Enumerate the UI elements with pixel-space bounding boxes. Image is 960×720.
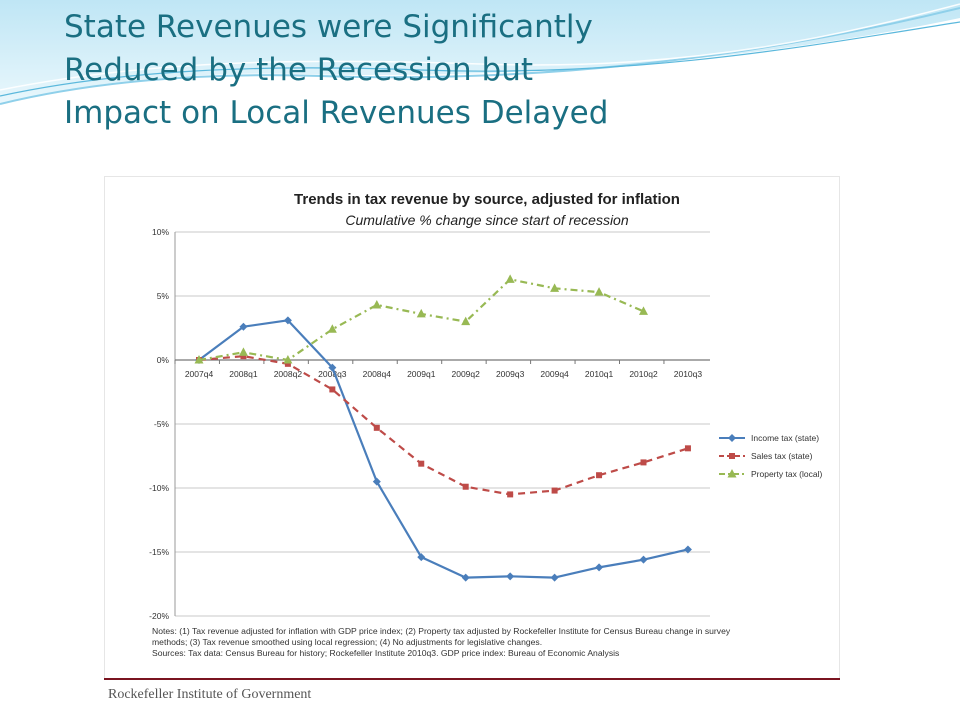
title-line-2: Reduced by the Recession but xyxy=(64,52,533,88)
sales-tax-point xyxy=(684,445,691,452)
sales-tax-point xyxy=(329,386,336,393)
property-tax-point xyxy=(327,324,337,333)
sales-tax-point xyxy=(284,360,291,367)
x-tick-label: 2010q1 xyxy=(585,369,614,379)
property-tax-point xyxy=(283,355,293,364)
legend-label: Sales tax (state) xyxy=(751,451,813,461)
property-tax-point xyxy=(505,274,515,283)
slide-header-swoosh xyxy=(0,0,960,105)
chart-note-line-1: Notes: (1) Tax revenue adjusted for infl… xyxy=(152,626,731,636)
y-tick-label: -10% xyxy=(149,483,169,493)
chart-note-line-2: methods; (3) Tax revenue smoothed using … xyxy=(152,637,543,647)
chart-title: Trends in tax revenue by source, adjuste… xyxy=(294,191,680,208)
x-tick-label: 2009q2 xyxy=(452,369,481,379)
income-tax-line xyxy=(198,319,689,579)
income-tax-point xyxy=(283,316,292,325)
x-tick-label: 2008q3 xyxy=(318,369,347,379)
y-tick-label: 10% xyxy=(152,227,169,237)
series-layer xyxy=(194,274,692,582)
chart-subtitle: Cumulative % change since start of reces… xyxy=(345,212,628,228)
chart-notes: Notes: (1) Tax revenue adjusted for infl… xyxy=(152,626,792,659)
sales-tax-line xyxy=(198,355,689,496)
income-tax-point xyxy=(328,363,337,372)
y-tick-label: -5% xyxy=(154,419,170,429)
x-tick-label: 2008q4 xyxy=(363,369,392,379)
x-tick-label: 2009q4 xyxy=(540,369,569,379)
sales-tax-point xyxy=(462,483,469,490)
chart-note-line-3: Sources: Tax data: Census Bureau for his… xyxy=(152,648,620,658)
x-tick-label: 2009q3 xyxy=(496,369,525,379)
sales-tax-point xyxy=(373,424,380,431)
y-tick-label: -15% xyxy=(149,547,169,557)
tax-revenue-chart: Trends in tax revenue by source, adjuste… xyxy=(149,191,822,621)
property-tax-line xyxy=(198,278,644,362)
income-tax-point xyxy=(595,563,604,572)
property-tax-point xyxy=(416,308,426,318)
income-tax-point xyxy=(417,553,426,562)
income-tax-point xyxy=(683,545,692,554)
property-tax-point xyxy=(461,316,471,326)
income-tax-point xyxy=(461,573,470,582)
y-tick-label: 5% xyxy=(157,291,170,301)
sales-tax-point xyxy=(507,491,514,498)
property-tax-point xyxy=(550,283,560,292)
property-tax-point xyxy=(727,469,737,478)
legend-label: Property tax (local) xyxy=(751,469,822,479)
x-tick-label: 2007q4 xyxy=(185,369,214,379)
slide-title: State Revenues were Significantly Reduce… xyxy=(64,6,784,135)
legend: Income tax (state) Sales tax (state) Prope… xyxy=(719,433,822,479)
x-tick-label: 2008q2 xyxy=(274,369,303,379)
sales-tax-point xyxy=(240,353,247,360)
axes: 10% 5% 0% -5% -10% -15% -20% 2007q4 2008q1 2008q2… xyxy=(149,227,710,621)
y-tick-label: 0% xyxy=(157,355,170,365)
sales-tax-point xyxy=(418,460,425,467)
income-tax-point xyxy=(372,477,381,486)
x-tick-label: 2010q3 xyxy=(674,369,703,379)
income-tax-point xyxy=(550,573,559,582)
sales-tax-point xyxy=(596,472,603,479)
income-tax-point xyxy=(506,572,515,581)
income-tax-point xyxy=(728,434,736,442)
property-tax-point xyxy=(238,347,248,356)
income-tax-point xyxy=(239,322,248,331)
chart-frame: Trends in tax revenue by source, adjuste… xyxy=(104,176,840,679)
income-tax-point xyxy=(639,555,648,564)
property-tax-point xyxy=(194,355,204,364)
legend-label: Income tax (state) xyxy=(751,433,819,443)
x-tick-label: 2010q2 xyxy=(629,369,658,379)
y-tick-label: -20% xyxy=(149,611,169,621)
sales-tax-point xyxy=(640,459,647,466)
sales-tax-point xyxy=(729,453,735,459)
grid-lines xyxy=(175,231,710,617)
title-line-1: State Revenues were Significantly xyxy=(64,9,593,45)
sales-tax-point xyxy=(551,487,558,494)
title-line-3: Impact on Local Revenues Delayed xyxy=(64,95,609,131)
x-tick-label: 2008q1 xyxy=(229,369,258,379)
x-tick-label: 2009q1 xyxy=(407,369,436,379)
property-tax-point xyxy=(594,287,604,296)
footer-source: Rockefeller Institute of Government xyxy=(108,687,312,702)
property-tax-point xyxy=(372,299,382,309)
property-tax-point xyxy=(639,306,648,315)
footer-divider xyxy=(104,678,840,680)
